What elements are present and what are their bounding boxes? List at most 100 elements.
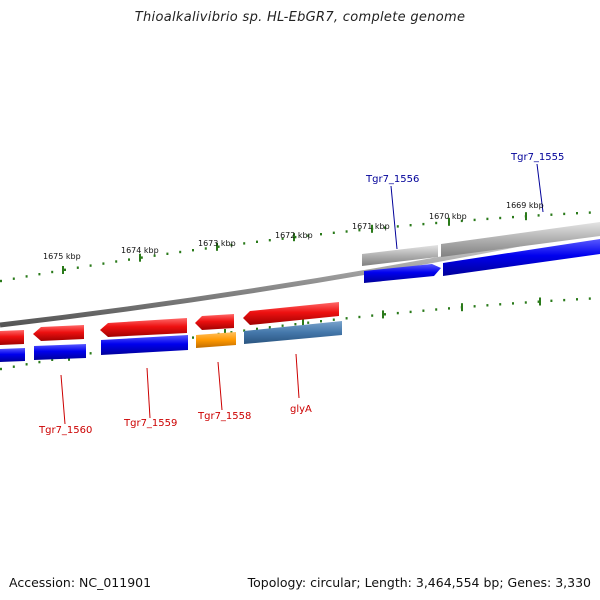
ruler-label: 1674 kbp bbox=[121, 246, 159, 255]
ruler-minor-tick bbox=[396, 311, 399, 315]
gene-label-glya: glyA bbox=[290, 404, 312, 415]
ruler-minor-tick bbox=[268, 239, 271, 242]
ruler-minor-tick bbox=[230, 331, 233, 334]
ruler-minor-tick bbox=[576, 298, 578, 301]
ruler-minor-tick bbox=[140, 256, 143, 259]
ruler-minor-tick bbox=[64, 268, 66, 271]
ruler-minor-tick bbox=[320, 233, 322, 236]
ruler-major-tick bbox=[461, 303, 463, 312]
ruler-minor-tick bbox=[384, 313, 386, 316]
ruler-minor-tick bbox=[537, 300, 540, 303]
ruler-minor-tick bbox=[486, 217, 489, 221]
ruler-minor-tick bbox=[563, 212, 566, 216]
ruler-minor-tick bbox=[537, 214, 540, 217]
ruler-minor-tick bbox=[0, 279, 2, 283]
ruler-minor-tick bbox=[89, 264, 92, 267]
ruler-minor-tick bbox=[12, 277, 15, 280]
accession-text: Accession: NC_011901 bbox=[9, 575, 152, 590]
ruler-minor-tick bbox=[51, 270, 54, 274]
ruler-major-tick bbox=[371, 224, 373, 233]
ruler-minor-tick bbox=[153, 254, 156, 257]
ruler-minor-tick bbox=[524, 301, 527, 304]
ruler-labels: 1675 kbp 1674 kbp 1673 kbp 1672 kbp 1671… bbox=[43, 201, 544, 261]
map-title: Thioalkalivibrio sp. HL-EbGR7, complete … bbox=[134, 10, 466, 25]
gene-label-tgr7-1560: Tgr7_1560 bbox=[38, 425, 92, 436]
ruler-label: 1670 kbp bbox=[429, 212, 467, 221]
ruler-major-tick bbox=[216, 242, 218, 251]
ruler-minor-tick bbox=[448, 307, 450, 310]
ruler-minor-tick bbox=[102, 262, 105, 265]
gene-tgr7-1559 bbox=[100, 318, 188, 355]
ruler-major-tick bbox=[539, 297, 541, 306]
ruler-minor-tick bbox=[550, 213, 553, 216]
ruler-upper bbox=[0, 211, 591, 283]
ruler-minor-tick bbox=[243, 242, 246, 245]
ruler-minor-tick bbox=[12, 365, 15, 368]
ruler-minor-tick bbox=[217, 245, 220, 248]
ruler-minor-tick bbox=[576, 212, 578, 215]
ruler-major-tick bbox=[139, 253, 141, 262]
ruler-major-tick bbox=[62, 266, 64, 274]
ruler-minor-tick bbox=[38, 360, 41, 364]
ruler-minor-tick bbox=[268, 326, 271, 329]
ruler-minor-tick bbox=[435, 221, 438, 225]
ruler-minor-tick bbox=[76, 266, 79, 269]
ruler-minor-tick bbox=[384, 226, 386, 229]
ruler-minor-tick bbox=[358, 229, 361, 232]
ruler-minor-tick bbox=[332, 231, 335, 234]
ruler-minor-tick bbox=[499, 216, 502, 220]
ruler-minor-tick bbox=[588, 211, 591, 214]
ruler-minor-tick bbox=[422, 309, 425, 312]
ruler-minor-tick bbox=[588, 297, 591, 300]
ruler-minor-tick bbox=[332, 318, 335, 321]
ruler-minor-tick bbox=[473, 218, 476, 222]
ruler-minor-tick bbox=[51, 358, 54, 361]
gene-label-tgr7-1559: Tgr7_1559 bbox=[123, 418, 177, 429]
gene-label-tgr7-1556: Tgr7_1556 bbox=[365, 174, 419, 185]
genome-stats-text: Topology: circular; Length: 3,464,554 bp… bbox=[247, 575, 591, 590]
gene-tgr7-1555 bbox=[441, 222, 600, 276]
ruler-minor-tick bbox=[89, 352, 92, 355]
ruler-major-tick bbox=[382, 310, 384, 319]
ruler-minor-tick bbox=[499, 303, 502, 306]
ruler-minor-tick bbox=[230, 243, 233, 247]
ruler-minor-tick bbox=[563, 298, 566, 302]
ruler-major-tick bbox=[293, 233, 295, 242]
ruler-minor-tick bbox=[345, 317, 348, 320]
ruler-minor-tick bbox=[460, 219, 463, 223]
ruler-minor-tick bbox=[396, 225, 399, 228]
ruler-minor-tick bbox=[281, 324, 284, 327]
ruler-label: 1673 kbp bbox=[198, 239, 236, 248]
ruler-minor-tick bbox=[243, 329, 246, 332]
gene-label-tgr7-1558: Tgr7_1558 bbox=[197, 411, 251, 422]
ruler-minor-tick bbox=[422, 222, 425, 226]
ruler-minor-tick bbox=[115, 260, 118, 263]
ruler-minor-tick bbox=[512, 302, 514, 305]
ruler-minor-tick bbox=[179, 250, 182, 254]
ruler-major-tick bbox=[448, 217, 450, 226]
ruler-minor-tick bbox=[38, 273, 41, 276]
ruler-minor-tick bbox=[358, 315, 361, 319]
gene-tgr7-1560 bbox=[33, 325, 86, 360]
gene-glyA bbox=[243, 302, 342, 344]
gene-left-partial bbox=[0, 330, 25, 362]
ruler-major-tick bbox=[302, 319, 304, 328]
ruler-minor-tick bbox=[512, 215, 514, 219]
ruler-minor-tick bbox=[204, 247, 207, 250]
ruler-minor-tick bbox=[435, 308, 438, 311]
gene-label-leaders bbox=[60, 163, 544, 425]
ruler-minor-tick bbox=[25, 363, 28, 366]
gene-label-tgr7-1555: Tgr7_1555 bbox=[510, 152, 564, 163]
ruler-minor-tick bbox=[128, 258, 130, 261]
ruler-minor-tick bbox=[307, 234, 310, 237]
ruler-minor-tick bbox=[256, 327, 258, 331]
gene-tgr7-1558 bbox=[195, 314, 236, 348]
ruler-major-tick bbox=[525, 212, 527, 221]
ruler-minor-tick bbox=[294, 235, 297, 239]
ruler-minor-tick bbox=[486, 304, 489, 307]
gene-labels: Tgr7_1556 Tgr7_1555 Tgr7_1560 Tgr7_1559 … bbox=[38, 152, 564, 436]
ruler-label: 1671 kbp bbox=[352, 222, 390, 231]
ruler-label: 1672 kbp bbox=[275, 231, 313, 240]
ruler-label: 1675 kbp bbox=[43, 252, 81, 261]
